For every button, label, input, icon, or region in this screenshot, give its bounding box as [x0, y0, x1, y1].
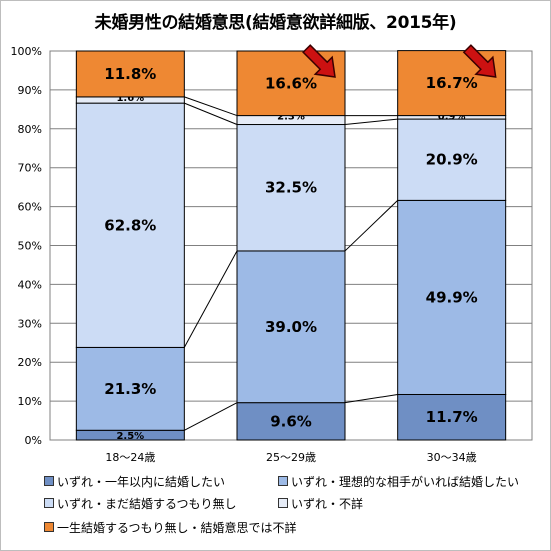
data-label: 11.7% — [426, 408, 478, 426]
legend-swatch — [278, 476, 288, 486]
legend: いずれ・一年以内に結婚したい いずれ・理想的な相手がいれば結婚したいいずれ・まだ結… — [44, 473, 544, 543]
data-label: 16.7% — [426, 74, 478, 92]
y-tick-label: 40% — [18, 278, 42, 291]
data-label: 20.9% — [426, 151, 478, 169]
series-connector-line — [184, 96, 238, 117]
highlight-arrow-icon — [462, 44, 497, 78]
series-connector-line — [344, 200, 399, 252]
legend-swatch — [278, 498, 288, 508]
legend-swatch — [44, 476, 54, 486]
y-tick-label: 90% — [18, 84, 42, 97]
bar-segment — [236, 250, 346, 404]
series-connector-line — [344, 118, 398, 126]
series-connector-line — [184, 102, 238, 125]
legend-swatch — [44, 498, 54, 508]
legend-label: いずれ・一年以内に結婚したい — [57, 475, 226, 489]
legend-label: いずれ・まだ結婚するつもり無し — [57, 497, 237, 511]
bar-segment — [397, 118, 507, 201]
y-tick-label: 20% — [18, 356, 42, 369]
bar-segment — [75, 346, 185, 431]
legend-label: いずれ・不詳 — [291, 497, 364, 511]
bar-segment — [236, 124, 346, 252]
data-label: 11.8% — [104, 65, 156, 83]
legend-item: いずれ・理想的な相手がいれば結婚したい — [278, 473, 519, 490]
data-label: 32.5% — [265, 179, 317, 197]
data-label: 2.3% — [277, 112, 305, 123]
y-tick-label: 30% — [18, 317, 42, 330]
series-connector-line — [344, 393, 398, 404]
series-connector-line — [184, 402, 238, 431]
legend-item: いずれ・不詳 — [278, 495, 363, 512]
bar-segment — [397, 199, 507, 395]
data-label: 39.0% — [265, 318, 317, 336]
data-label: 49.9% — [426, 288, 478, 306]
y-tick-label: 70% — [18, 162, 42, 175]
data-label: 1.6% — [116, 93, 144, 104]
data-label: 9.6% — [270, 412, 312, 430]
legend-label: 一生結婚するつもり無し・結婚意思では不詳 — [57, 521, 297, 535]
bar-segment — [236, 402, 346, 441]
x-tick-label: 18〜24歳 — [105, 451, 155, 464]
y-tick-label: 0% — [25, 434, 42, 447]
x-tick-label: 30〜34歳 — [427, 451, 477, 464]
y-tick-label: 60% — [18, 201, 42, 214]
data-label: 0.9% — [438, 112, 466, 123]
y-tick-label: 50% — [18, 240, 42, 253]
series-connector-line — [183, 250, 238, 348]
legend-item: いずれ・まだ結婚するつもり無し — [44, 495, 237, 512]
chart-title: 未婚男性の結婚意思(結婚意欲詳細版、2015年) — [94, 13, 457, 33]
legend-item: 一生結婚するつもり無し・結婚意思では不詳 — [44, 519, 297, 536]
bar-segment — [397, 393, 507, 441]
data-label: 16.6% — [265, 74, 317, 92]
x-tick-label: 25〜29歳 — [266, 451, 316, 464]
y-tick-label: 80% — [18, 123, 42, 136]
y-tick-label: 10% — [18, 395, 42, 408]
y-tick-label: 100% — [11, 45, 42, 58]
bar-segment — [75, 50, 185, 98]
data-label: 21.3% — [104, 380, 156, 398]
legend-label: いずれ・理想的な相手がいれば結婚したい — [291, 475, 520, 489]
legend-item: いずれ・一年以内に結婚したい — [44, 473, 225, 490]
bar-segment — [75, 102, 185, 348]
data-label: 62.8% — [104, 216, 156, 234]
highlight-arrow-icon — [302, 44, 336, 78]
legend-swatch — [44, 522, 54, 532]
data-label: 2.5% — [116, 431, 144, 442]
